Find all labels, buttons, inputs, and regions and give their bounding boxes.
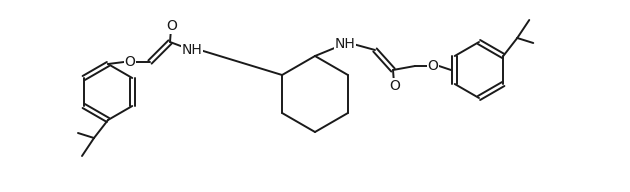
Text: NH: NH bbox=[335, 37, 355, 51]
Text: O: O bbox=[125, 55, 135, 69]
Text: O: O bbox=[389, 79, 401, 93]
Text: O: O bbox=[166, 19, 178, 33]
Text: O: O bbox=[428, 59, 438, 73]
Text: NH: NH bbox=[181, 43, 202, 57]
